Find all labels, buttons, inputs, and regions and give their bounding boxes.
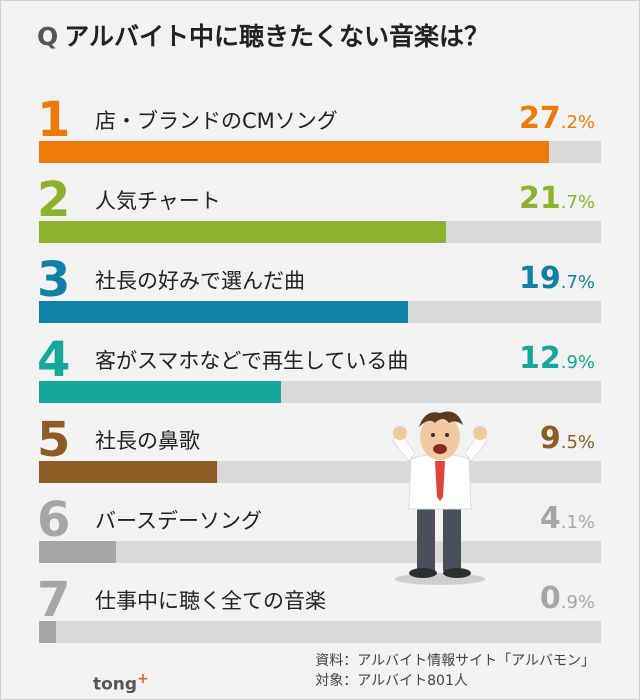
value-label-int: 27 [518, 101, 561, 136]
value-label-dec: .7% [560, 272, 595, 293]
value-label-int: 0 [539, 581, 561, 616]
title-prefix: Q [37, 22, 59, 51]
bar-row: 2 人気チャート 21.7% [1, 173, 639, 253]
bar-row: 3 社長の好みで選んだ曲 19.7% [1, 253, 639, 333]
logo-text: tong [93, 674, 138, 695]
category-label: 社長の鼻歌 [95, 429, 200, 453]
rank-number: 4 [37, 332, 71, 388]
value-label: 27.2% [519, 101, 595, 136]
rank-number: 6 [37, 492, 71, 548]
category-label: 客がスマホなどで再生している曲 [95, 349, 409, 373]
value-label-int: 19 [518, 261, 561, 296]
value-label-dec: .9% [560, 592, 595, 613]
category-label: バースデーソング [95, 509, 262, 533]
category-label: 人気チャート [95, 189, 221, 213]
bar-track [39, 541, 601, 563]
category-label: 店・ブランドのCMソング [95, 109, 338, 133]
bar-row: 5 社長の鼻歌 9.5% [1, 413, 639, 493]
bar-track [39, 141, 601, 163]
value-label-dec: .5% [560, 432, 595, 453]
category-label: 社長の好みで選んだ曲 [95, 269, 305, 293]
bar-row: 4 客がスマホなどで再生している曲 12.9% [1, 333, 639, 413]
bar-fill [39, 621, 56, 643]
bar-fill [39, 301, 408, 323]
bar-fill [39, 221, 446, 243]
bar-fill [39, 461, 217, 483]
category-label: 仕事中に聴く全ての音楽 [95, 589, 326, 613]
rank-number: 1 [37, 92, 71, 148]
rank-number: 3 [37, 252, 71, 308]
rank-number: 7 [37, 572, 71, 628]
value-label-dec: .1% [560, 512, 595, 533]
value-label: 12.9% [519, 341, 595, 376]
bar-row: 6 バースデーソング 4.1% [1, 493, 639, 573]
value-label: 0.9% [540, 581, 595, 616]
bar-track [39, 221, 601, 243]
value-label-dec: .2% [560, 112, 595, 133]
footnote: 資料：アルバイト情報サイト「アルバモン」 対象：アルバイト801人 [315, 651, 595, 691]
value-label: 9.5% [540, 421, 595, 456]
value-label-dec: .9% [560, 352, 595, 373]
source-note: 資料：アルバイト情報サイト「アルバモン」 [315, 653, 595, 669]
bar-fill [39, 141, 549, 163]
value-label: 4.1% [540, 501, 595, 536]
rank-number: 2 [37, 172, 71, 228]
brand-logo: tong+ [93, 671, 149, 695]
bar-fill [39, 541, 116, 563]
stressed-man-illustration [392, 411, 488, 585]
value-label-int: 4 [539, 501, 561, 536]
value-label-int: 21 [518, 181, 561, 216]
rank-number: 5 [37, 412, 71, 468]
bar-track [39, 381, 601, 403]
target-note: 対象：アルバイト801人 [315, 673, 468, 689]
title-text: アルバイト中に聴きたくない音楽は？ [64, 22, 490, 51]
bar-track [39, 461, 601, 483]
value-label-int: 9 [539, 421, 561, 456]
bar-row: 7 仕事中に聴く全ての音楽 0.9% [1, 573, 639, 653]
value-label: 19.7% [519, 261, 595, 296]
value-label-dec: .7% [560, 192, 595, 213]
bar-track [39, 301, 601, 323]
chart-title: Q アルバイト中に聴きたくない音楽は？ [37, 17, 489, 53]
bar-track [39, 621, 601, 643]
bar-fill [39, 381, 281, 403]
value-label-int: 12 [518, 341, 561, 376]
logo-plus: + [137, 671, 149, 687]
value-label: 21.7% [519, 181, 595, 216]
bar-row: 1 店・ブランドのCMソング 27.2% [1, 93, 639, 173]
